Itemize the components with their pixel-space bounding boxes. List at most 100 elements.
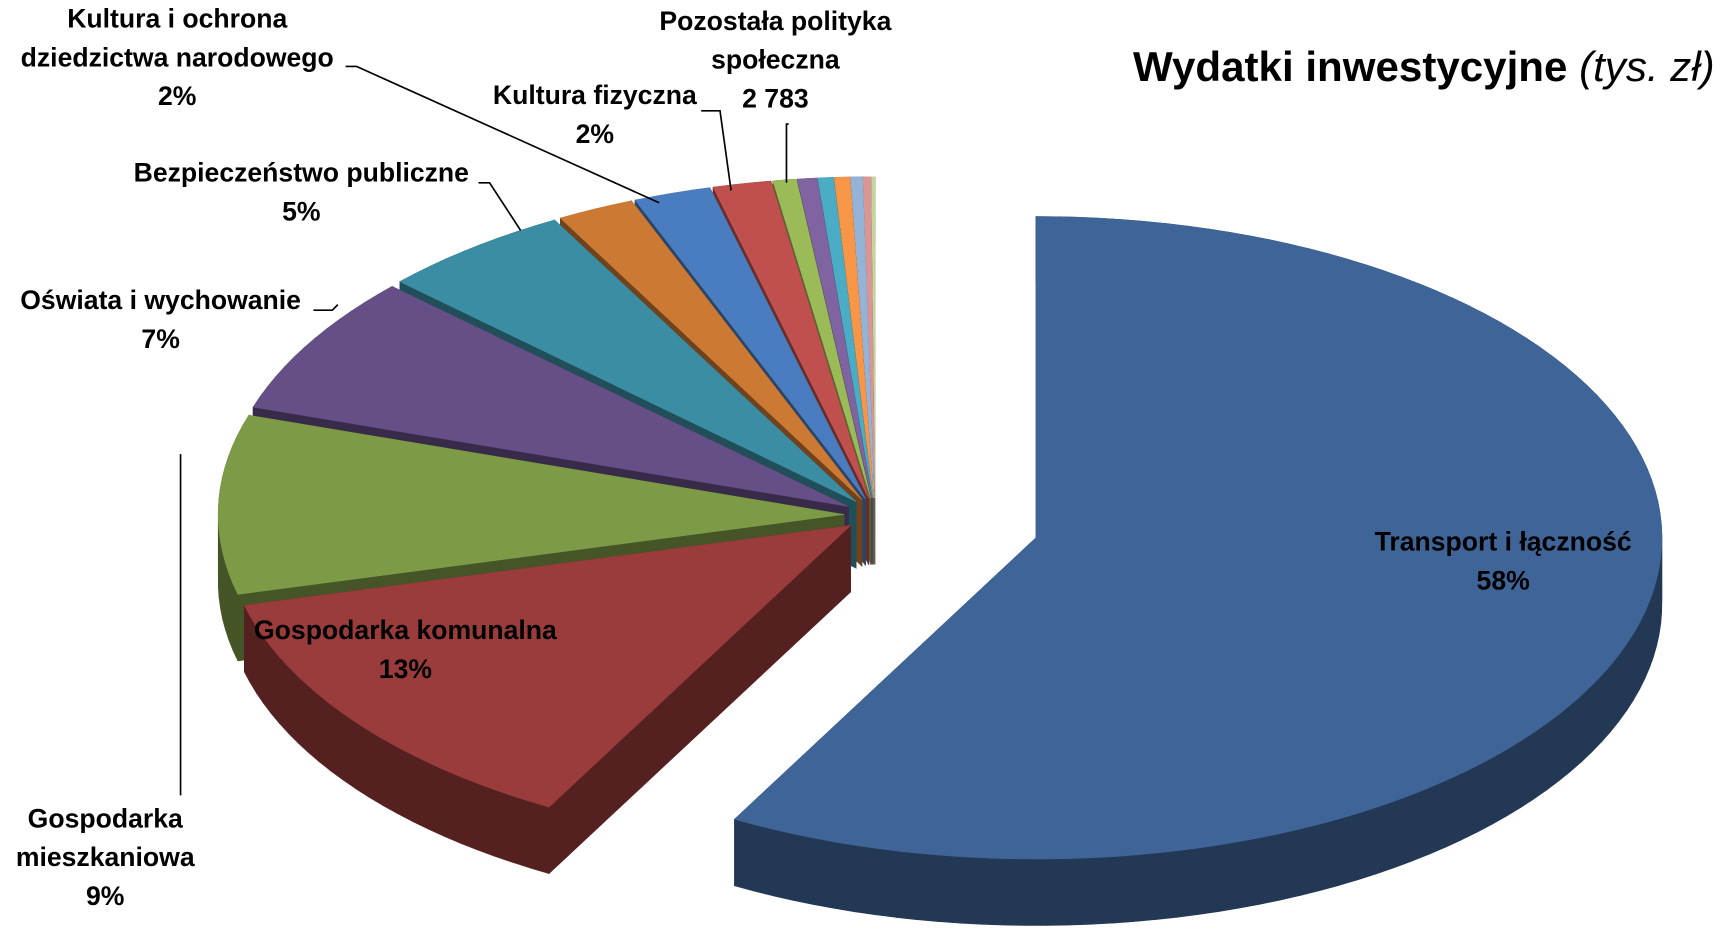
slice-side <box>494 789 513 863</box>
slice-side <box>1375 801 1394 875</box>
slice-side <box>1259 833 1280 905</box>
slice-side <box>1090 856 1113 925</box>
slice <box>243 524 852 875</box>
slice-label: Gospodarka mieszkaniowa 9% <box>0 800 210 916</box>
slice-side <box>896 850 918 921</box>
chart-title: Wydatki inwestycyjne (tys. zł) <box>1133 44 1715 92</box>
category-label: Kultura i ochrona dziedzictwa narodowego <box>20 4 334 74</box>
leader-line <box>785 123 789 183</box>
slice-side <box>1601 664 1611 743</box>
slice-top <box>399 219 857 502</box>
leader-line <box>313 304 339 311</box>
slice-side <box>1460 765 1478 841</box>
slice-side <box>1618 643 1627 723</box>
slice-side <box>1025 858 1048 926</box>
amount-label: 2 783 <box>742 84 809 115</box>
slice-side <box>412 754 429 830</box>
value-label: 7% <box>141 324 180 355</box>
slice-side <box>477 782 496 857</box>
category-label: Gospodarka mieszkaniowa <box>15 804 195 873</box>
slice-side <box>874 847 897 918</box>
slice-side <box>1176 847 1198 918</box>
category-label: Pozostała polityka społeczna <box>659 6 892 76</box>
slice-side <box>1299 823 1320 897</box>
slice-side <box>1570 694 1583 772</box>
slice-side <box>1581 684 1593 763</box>
slice-side <box>1427 780 1446 856</box>
slice-side <box>833 841 855 913</box>
slice-side <box>1337 813 1358 887</box>
slice-side <box>342 713 357 790</box>
slice-side <box>319 694 332 772</box>
slice-side <box>960 856 983 925</box>
slice-top <box>733 216 1663 860</box>
slice-top <box>634 187 866 500</box>
category-label: Oświata i wychowanie <box>20 285 301 316</box>
value-label: 58% <box>1476 566 1530 596</box>
slice <box>733 216 1663 926</box>
slice-side <box>460 776 478 851</box>
slice-side <box>1197 844 1219 916</box>
slice-side <box>1133 852 1156 922</box>
slice-side <box>1046 858 1070 926</box>
slice-top <box>243 525 852 808</box>
slice-side <box>330 704 344 781</box>
slice-side <box>1491 749 1507 825</box>
slice-side <box>512 795 531 869</box>
slice-side <box>792 833 814 905</box>
slice-side <box>1639 612 1646 690</box>
slice-side <box>1644 601 1650 679</box>
slice-label: Transport i łączność 58% <box>1304 523 1703 601</box>
slice-side <box>812 837 835 909</box>
slice-side <box>530 801 550 874</box>
value-label: 13% <box>378 654 433 685</box>
slice-top <box>850 176 875 499</box>
slice-side <box>1003 858 1026 926</box>
leader-line <box>345 65 660 204</box>
slice-top <box>559 200 863 500</box>
slice-label: Bezpieczeństwo publiczne 5% <box>102 154 501 232</box>
title-text: Wydatki inwestycyjne <box>1133 44 1568 91</box>
slice-side <box>1444 773 1462 848</box>
leader-line <box>478 181 522 231</box>
slice-side <box>981 857 1005 926</box>
slice-label: Kultura i ochrona dziedzictwa narodowego… <box>0 0 360 116</box>
leader-line <box>701 109 732 191</box>
slice-side <box>1111 854 1135 924</box>
slice-side <box>1546 713 1560 791</box>
category-label: Gospodarka komunalna <box>253 615 557 646</box>
slice-side <box>1393 794 1412 869</box>
slice-side <box>1279 828 1300 901</box>
slice-label: Gospodarka komunalna 13% <box>217 611 594 689</box>
slice-side <box>397 746 414 823</box>
slice-side <box>382 738 399 815</box>
category-label: Bezpieczeństwo publiczne <box>133 158 469 189</box>
slice-top <box>772 178 872 499</box>
slice-side <box>1506 740 1521 817</box>
slice-side <box>1632 621 1640 702</box>
slice-top <box>862 176 875 499</box>
category-label: Transport i łączność <box>1374 527 1632 558</box>
slice-side <box>427 762 445 837</box>
slice-side <box>1218 841 1240 912</box>
slice-side <box>1238 837 1260 909</box>
slice-side <box>1410 787 1429 862</box>
slice-side <box>1318 818 1339 892</box>
slice-side <box>1610 653 1620 733</box>
slice-side <box>854 844 876 916</box>
slice-top <box>817 177 874 499</box>
slice-side <box>1591 674 1602 753</box>
slice-side <box>1356 807 1376 881</box>
category-label: Kultura fizyczna <box>492 80 697 111</box>
slice-top <box>218 414 845 595</box>
slice-top <box>833 176 874 499</box>
value-label: 5% <box>282 197 321 228</box>
slice-side <box>1068 857 1091 926</box>
slice-side <box>1476 757 1493 833</box>
slice-side <box>308 685 320 763</box>
value-label: 2% <box>575 119 615 150</box>
slice-top <box>252 286 849 507</box>
slice-side <box>938 854 961 924</box>
slice-top <box>796 177 873 499</box>
